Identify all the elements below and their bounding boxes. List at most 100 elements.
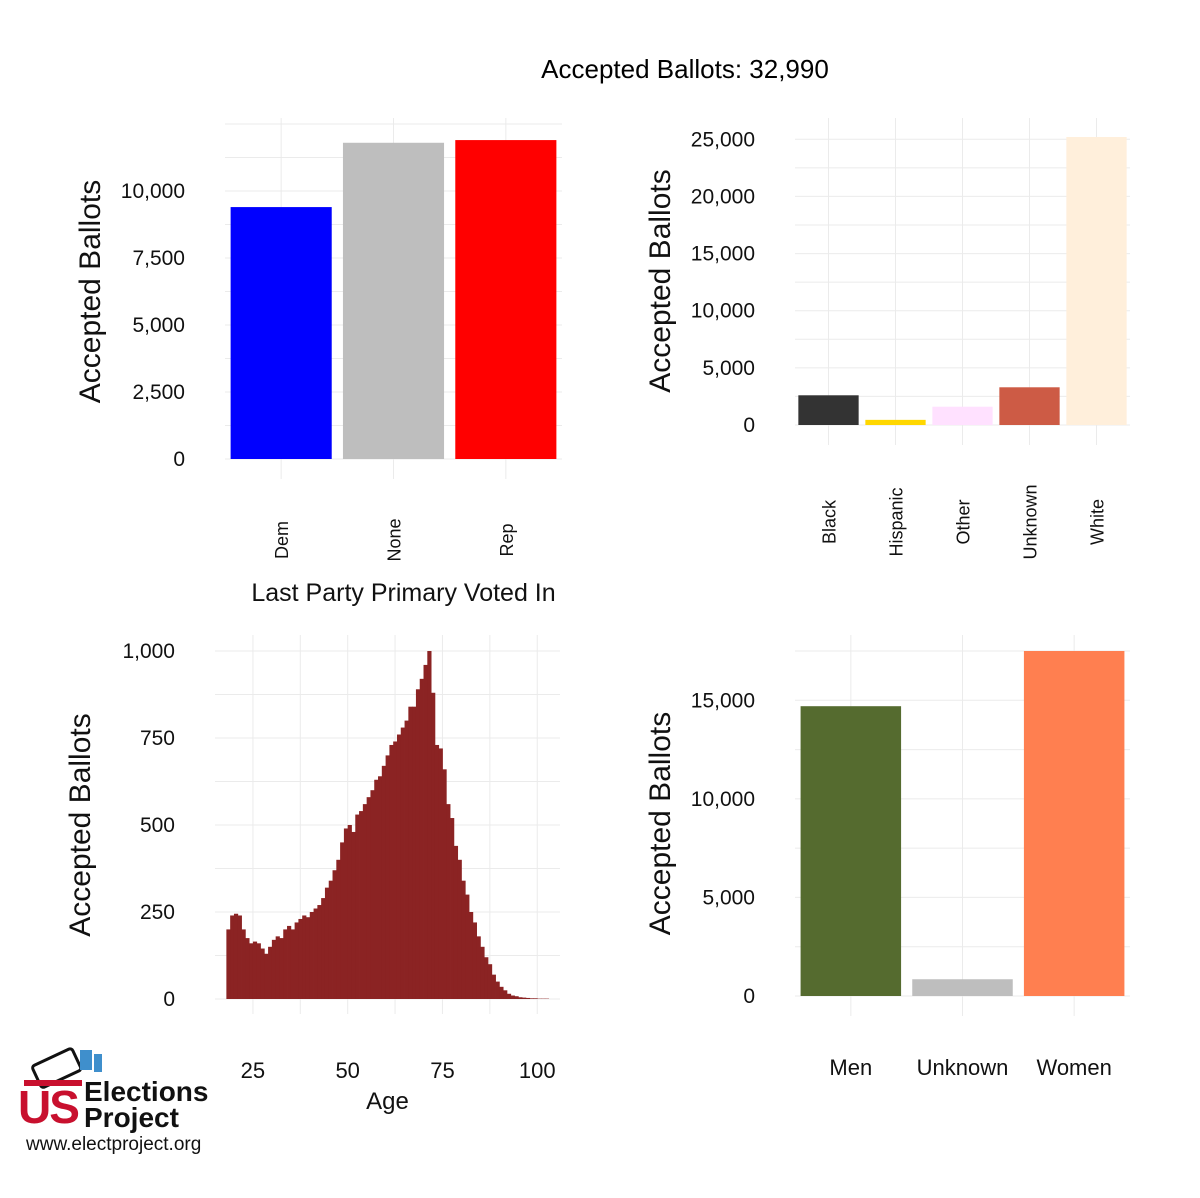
age-bin bbox=[499, 986, 504, 999]
age-bin bbox=[378, 776, 383, 999]
logo-us-text: US bbox=[18, 1081, 80, 1133]
age-bin bbox=[404, 720, 409, 999]
age-bin bbox=[324, 887, 330, 999]
age-bin bbox=[226, 929, 231, 999]
age-bin bbox=[491, 974, 496, 999]
x-tick-label: Unknown bbox=[917, 1055, 1009, 1080]
bar-none bbox=[342, 142, 445, 459]
age-bin bbox=[275, 936, 280, 999]
logo-url: www.electproject.org bbox=[26, 1134, 202, 1155]
age-bin bbox=[283, 929, 288, 999]
chart-panels: 0 2,500 5,000 7,500 10,000 Accepted Ballots De… bbox=[64, 118, 1130, 1115]
age-bin bbox=[256, 943, 261, 999]
age-bin bbox=[340, 842, 345, 999]
age-bin bbox=[309, 912, 314, 999]
age-bin bbox=[438, 748, 443, 999]
age-bin bbox=[457, 859, 462, 999]
age-bin bbox=[506, 993, 512, 999]
age-bin bbox=[484, 957, 489, 999]
age-bin bbox=[525, 997, 531, 999]
age-bin bbox=[480, 946, 485, 999]
main-title: Accepted Ballots: 32,990 bbox=[541, 54, 829, 84]
age-bin bbox=[370, 790, 375, 999]
age-bin bbox=[305, 917, 311, 999]
x-tick-label: None bbox=[385, 518, 405, 561]
x-tick-label: Rep bbox=[497, 523, 517, 556]
age-bin bbox=[522, 997, 527, 999]
bar-men bbox=[800, 706, 902, 996]
age-bin bbox=[298, 918, 303, 999]
age-bin bbox=[408, 706, 413, 999]
ballot-box-icon bbox=[24, 1047, 102, 1089]
age-bin bbox=[503, 990, 508, 999]
age-bin bbox=[412, 706, 417, 999]
y-tick-label: 2,500 bbox=[132, 381, 185, 404]
chart-party: 0 2,500 5,000 7,500 10,000 Accepted Ballots De… bbox=[74, 118, 562, 607]
bar-women bbox=[1023, 651, 1125, 996]
y-axis-label: Accepted Ballots bbox=[64, 713, 97, 936]
age-bin bbox=[362, 804, 368, 999]
y-tick-label: 5,000 bbox=[702, 357, 755, 380]
age-bin bbox=[237, 915, 242, 999]
age-bin bbox=[245, 938, 250, 999]
x-tick-label: Other bbox=[954, 499, 974, 544]
y-tick-label: 20,000 bbox=[691, 185, 755, 208]
age-bin bbox=[529, 998, 534, 999]
age-bin bbox=[313, 908, 318, 999]
age-bin bbox=[518, 997, 523, 999]
y-tick-label: 15,000 bbox=[691, 689, 755, 712]
age-bin bbox=[389, 744, 394, 999]
bar-rep bbox=[455, 140, 557, 459]
x-axis-label: Last Party Primary Voted In bbox=[251, 579, 555, 607]
y-tick-label: 5,000 bbox=[702, 886, 755, 909]
logo-elections-text: Elections bbox=[84, 1076, 209, 1107]
age-bin bbox=[453, 845, 459, 999]
age-bin bbox=[434, 744, 440, 999]
y-tick-label: 10,000 bbox=[121, 180, 185, 203]
age-bin bbox=[294, 922, 299, 999]
chart-gender: 0 5,000 10,000 15,000 Accepted Ballots Men Unk… bbox=[644, 635, 1130, 1080]
x-tick-label: Unknown bbox=[1021, 484, 1041, 559]
age-bin bbox=[233, 913, 239, 999]
x-tick-label: Dem bbox=[272, 521, 292, 559]
age-bin bbox=[431, 692, 436, 999]
y-tick-label: 750 bbox=[140, 727, 175, 750]
age-bin bbox=[400, 727, 405, 999]
y-tick-label: 0 bbox=[173, 448, 185, 471]
elections-project-logo: US Elections Project www.electproject.or… bbox=[18, 1040, 248, 1160]
y-axis-label: Accepted Ballots bbox=[644, 169, 677, 392]
age-bin bbox=[366, 797, 371, 999]
bar-black bbox=[798, 395, 859, 425]
y-tick-label: 7,500 bbox=[132, 247, 185, 270]
age-bin bbox=[271, 939, 277, 999]
age-bin bbox=[336, 859, 341, 999]
x-axis-label: Age bbox=[366, 1088, 409, 1115]
age-bin bbox=[510, 995, 515, 999]
bar-dem bbox=[230, 207, 332, 459]
x-tick-label: 25 bbox=[241, 1058, 265, 1083]
age-bin bbox=[446, 804, 451, 999]
age-bin bbox=[328, 880, 333, 999]
age-bin bbox=[321, 898, 326, 999]
age-bin bbox=[279, 938, 284, 999]
age-bin bbox=[461, 880, 466, 999]
age-bin bbox=[533, 998, 538, 999]
y-tick-label: 1,000 bbox=[122, 640, 175, 663]
y-tick-label: 0 bbox=[743, 414, 755, 437]
y-tick-label: 0 bbox=[163, 988, 175, 1011]
age-bin bbox=[252, 941, 258, 999]
age-bin bbox=[260, 948, 265, 999]
bar-unknown bbox=[912, 979, 1013, 996]
y-tick-label: 25,000 bbox=[691, 128, 755, 151]
x-tick-label: Black bbox=[820, 499, 840, 544]
x-tick-label: Hispanic bbox=[887, 487, 907, 556]
age-bin bbox=[476, 936, 481, 999]
y-tick-label: 0 bbox=[743, 985, 755, 1008]
x-tick-label: Women bbox=[1036, 1055, 1111, 1080]
age-bin bbox=[241, 929, 246, 999]
x-tick-label: 50 bbox=[335, 1058, 359, 1083]
bar-hispanic bbox=[865, 419, 926, 425]
age-bin bbox=[514, 996, 519, 999]
age-bin bbox=[332, 870, 337, 999]
